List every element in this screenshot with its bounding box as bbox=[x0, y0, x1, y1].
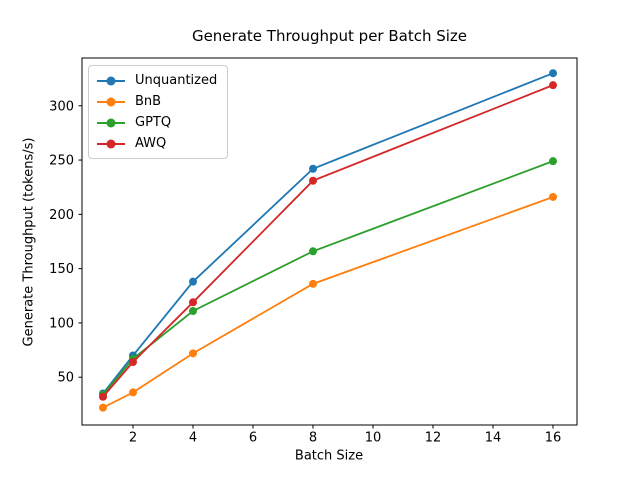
legend-item-BnB: BnB bbox=[96, 92, 217, 111]
data-point-Unquantized-x8 bbox=[309, 164, 317, 173]
data-point-GPTQ-x8 bbox=[309, 247, 317, 256]
data-point-GPTQ-x4 bbox=[189, 306, 197, 315]
y-tick-label: 250 bbox=[49, 154, 74, 169]
legend-swatch-icon bbox=[97, 118, 125, 127]
legend-item-AWQ: AWQ bbox=[96, 134, 217, 153]
x-tick-label: 6 bbox=[249, 431, 257, 446]
data-point-AWQ-x4 bbox=[189, 298, 197, 307]
x-tick-label: 12 bbox=[425, 431, 442, 446]
data-point-AWQ-x8 bbox=[309, 176, 317, 185]
data-point-AWQ-x16 bbox=[549, 81, 557, 90]
axes-frame bbox=[81, 57, 578, 426]
legend-swatch-icon bbox=[97, 97, 125, 106]
y-tick-label: 50 bbox=[57, 371, 74, 386]
chart-title: Generate Throughput per Batch Size bbox=[191, 27, 468, 45]
legend-label: GPTQ bbox=[135, 115, 172, 130]
legend-swatch-icon bbox=[97, 76, 125, 85]
data-point-Unquantized-x4 bbox=[189, 277, 197, 286]
data-point-BnB-x4 bbox=[189, 349, 197, 358]
x-axis-label: Batch Size bbox=[294, 448, 364, 464]
y-tick-label: 300 bbox=[49, 99, 74, 114]
y-tick-label: 200 bbox=[49, 208, 74, 223]
y-tick-label: 100 bbox=[49, 316, 74, 331]
data-point-AWQ-x2 bbox=[129, 358, 137, 367]
data-point-GPTQ-x16 bbox=[549, 157, 557, 166]
x-tick-label: 8 bbox=[309, 431, 317, 446]
legend-label: AWQ bbox=[135, 136, 167, 151]
legend-label: Unquantized bbox=[135, 73, 218, 88]
x-tick-label: 14 bbox=[485, 431, 502, 446]
x-tick-label: 4 bbox=[189, 431, 197, 446]
y-tick-label: 150 bbox=[49, 262, 74, 277]
legend-item-Unquantized: Unquantized bbox=[96, 71, 217, 90]
series-line-BnB bbox=[102, 196, 554, 409]
data-point-BnB-x1 bbox=[99, 403, 107, 412]
x-tick-label: 2 bbox=[129, 431, 137, 446]
legend-swatch-icon bbox=[97, 139, 125, 148]
data-point-BnB-x16 bbox=[549, 192, 557, 201]
data-point-BnB-x8 bbox=[309, 279, 317, 288]
data-point-BnB-x2 bbox=[129, 388, 137, 397]
x-tick-label: 10 bbox=[365, 431, 382, 446]
data-point-Unquantized-x16 bbox=[549, 69, 557, 78]
x-tick-label: 16 bbox=[545, 431, 562, 446]
data-point-AWQ-x1 bbox=[99, 392, 107, 401]
legend-label: BnB bbox=[135, 94, 162, 109]
legend: Unquantized BnB GPTQ AWQ bbox=[88, 65, 229, 159]
legend-item-GPTQ: GPTQ bbox=[96, 113, 217, 132]
